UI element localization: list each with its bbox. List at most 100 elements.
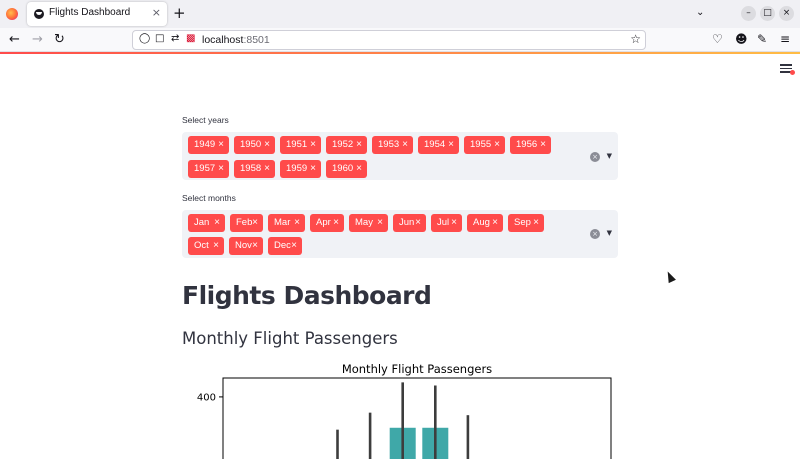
minimize-button[interactable]: – [741,6,756,21]
month-chip-oct[interactable]: Oct × [188,237,224,255]
account-icon[interactable]: ☻ [735,32,748,46]
page-title: Flights Dashboard [182,281,432,310]
chip-remove-icon[interactable]: × [310,163,316,174]
url-text[interactable]: localhost:8501 [202,34,270,46]
year-chip-1960[interactable]: 1960 × [326,160,367,178]
clear-months-icon[interactable]: × [590,229,600,239]
month-chip-apr[interactable]: Apr × [310,214,344,232]
year-chip-label: 1956 [516,139,538,150]
chip-remove-icon[interactable]: × [294,217,300,228]
browser-tab[interactable]: Flights Dashboard × [27,2,167,26]
month-chip-mar[interactable]: Mar × [268,214,305,232]
year-chip-1951[interactable]: 1951 × [280,136,321,154]
year-chip-1957[interactable]: 1957 × [188,160,229,178]
forward-arrow-icon[interactable]: → [32,32,43,47]
year-chip-label: 1955 [470,139,492,150]
month-chip-nov[interactable]: Nov × [229,237,263,255]
new-tab-button[interactable]: + [173,4,186,22]
chip-remove-icon[interactable]: × [213,240,219,251]
address-bar[interactable]: ◯ □ ⇄ ▩ localhost:8501 ☆ [132,30,646,50]
chip-remove-icon[interactable]: × [356,163,362,174]
shield-icon[interactable]: ◯ [139,33,151,44]
month-chip-label: Aug [473,217,490,228]
month-chip-jan[interactable]: Jan × [188,214,225,232]
browser-tab-bar: Flights Dashboard × + ⌄ – □ × [0,0,800,28]
close-window-button[interactable]: × [779,6,794,21]
chip-remove-icon[interactable]: × [310,139,316,150]
list-all-tabs-icon[interactable]: ⌄ [696,7,705,18]
y-tick-label: 400 [197,392,216,403]
year-chip-label: 1950 [240,139,262,150]
year-chip-1952[interactable]: 1952 × [326,136,367,154]
streamlit-favicon-icon [34,9,44,19]
main-menu-button[interactable] [780,64,795,75]
media-icon[interactable]: ▩ [186,33,196,44]
chip-remove-icon[interactable]: × [492,217,498,228]
month-chip-jul[interactable]: Jul × [431,214,462,232]
restore-button[interactable]: □ [760,6,775,21]
month-chip-aug[interactable]: Aug × [467,214,503,232]
back-arrow-icon[interactable]: ← [9,32,20,47]
chip-remove-icon[interactable]: × [377,217,383,228]
years-dropdown-chevron-down-icon[interactable]: ▼ [606,152,612,160]
years-multiselect[interactable]: × ▼ 1949 × 1950 × 1951 × 1952 × 1953 × 1954 × 1955 × 1… [182,132,618,180]
chip-remove-icon[interactable]: × [415,217,421,228]
month-chip-label: Apr [316,217,331,228]
month-chip-jun[interactable]: Jun × [393,214,426,232]
chip-remove-icon[interactable]: × [252,217,258,228]
chip-remove-icon[interactable]: × [356,139,362,150]
year-chip-label: 1958 [240,163,262,174]
months-multiselect[interactable]: × ▼ Jan × Feb × Mar × Apr × May × Jun × Jul × Aug × Sep ×… [182,210,618,258]
notification-dot-icon [790,70,795,75]
bookmark-star-icon[interactable]: ☆ [630,32,641,46]
year-chip-1959[interactable]: 1959 × [280,160,321,178]
month-chip-may[interactable]: May × [349,214,388,232]
years-label: Select years [182,115,229,125]
page-icon[interactable]: □ [155,33,165,44]
month-chip-label: May [355,217,373,228]
section-subtitle: Monthly Flight Passengers [182,329,398,348]
chip-remove-icon[interactable]: × [252,240,258,251]
year-chip-label: 1954 [424,139,446,150]
chip-remove-icon[interactable]: × [540,139,546,150]
month-chip-feb[interactable]: Feb × [230,214,263,232]
chip-remove-icon[interactable]: × [264,163,270,174]
year-chip-1955[interactable]: 1955 × [464,136,505,154]
year-chip-label: 1953 [378,139,400,150]
chip-remove-icon[interactable]: × [533,217,539,228]
months-dropdown-chevron-down-icon[interactable]: ▼ [606,229,612,237]
year-chip-label: 1960 [332,163,354,174]
chip-remove-icon[interactable]: × [218,139,224,150]
app-menu-icon[interactable]: ≡ [780,32,791,46]
year-chip-1950[interactable]: 1950 × [234,136,275,154]
chip-remove-icon[interactable]: × [218,163,224,174]
extensions-icon[interactable]: ✎ [757,32,768,46]
chip-remove-icon[interactable]: × [494,139,500,150]
permissions-icon[interactable]: ⇄ [171,33,180,44]
chip-remove-icon[interactable]: × [451,217,457,228]
monthly-passengers-chart: Monthly Flight Passengers 400 [197,362,612,459]
year-chip-1958[interactable]: 1958 × [234,160,275,178]
chip-remove-icon[interactable]: × [264,139,270,150]
chip-remove-icon[interactable]: × [402,139,408,150]
year-chip-label: 1957 [194,163,216,174]
chip-remove-icon[interactable]: × [214,217,220,228]
chip-remove-icon[interactable]: × [333,217,339,228]
year-chip-1954[interactable]: 1954 × [418,136,459,154]
year-chip-1956[interactable]: 1956 × [510,136,551,154]
year-chip-1953[interactable]: 1953 × [372,136,413,154]
month-chip-dec[interactable]: Dec × [268,237,302,255]
year-chip-1949[interactable]: 1949 × [188,136,229,154]
year-chip-label: 1959 [286,163,308,174]
clear-years-icon[interactable]: × [590,152,600,162]
chip-remove-icon[interactable]: × [448,139,454,150]
pocket-icon[interactable]: ♡ [712,32,723,46]
year-chip-label: 1951 [286,139,308,150]
reload-icon[interactable]: ↻ [54,32,65,47]
month-chip-label: Oct [194,240,209,251]
chip-remove-icon[interactable]: × [291,240,297,251]
firefox-logo-icon [6,8,18,20]
tab-close-icon[interactable]: × [151,6,161,19]
month-chip-sep[interactable]: Sep × [508,214,544,232]
year-chip-label: 1949 [194,139,216,150]
